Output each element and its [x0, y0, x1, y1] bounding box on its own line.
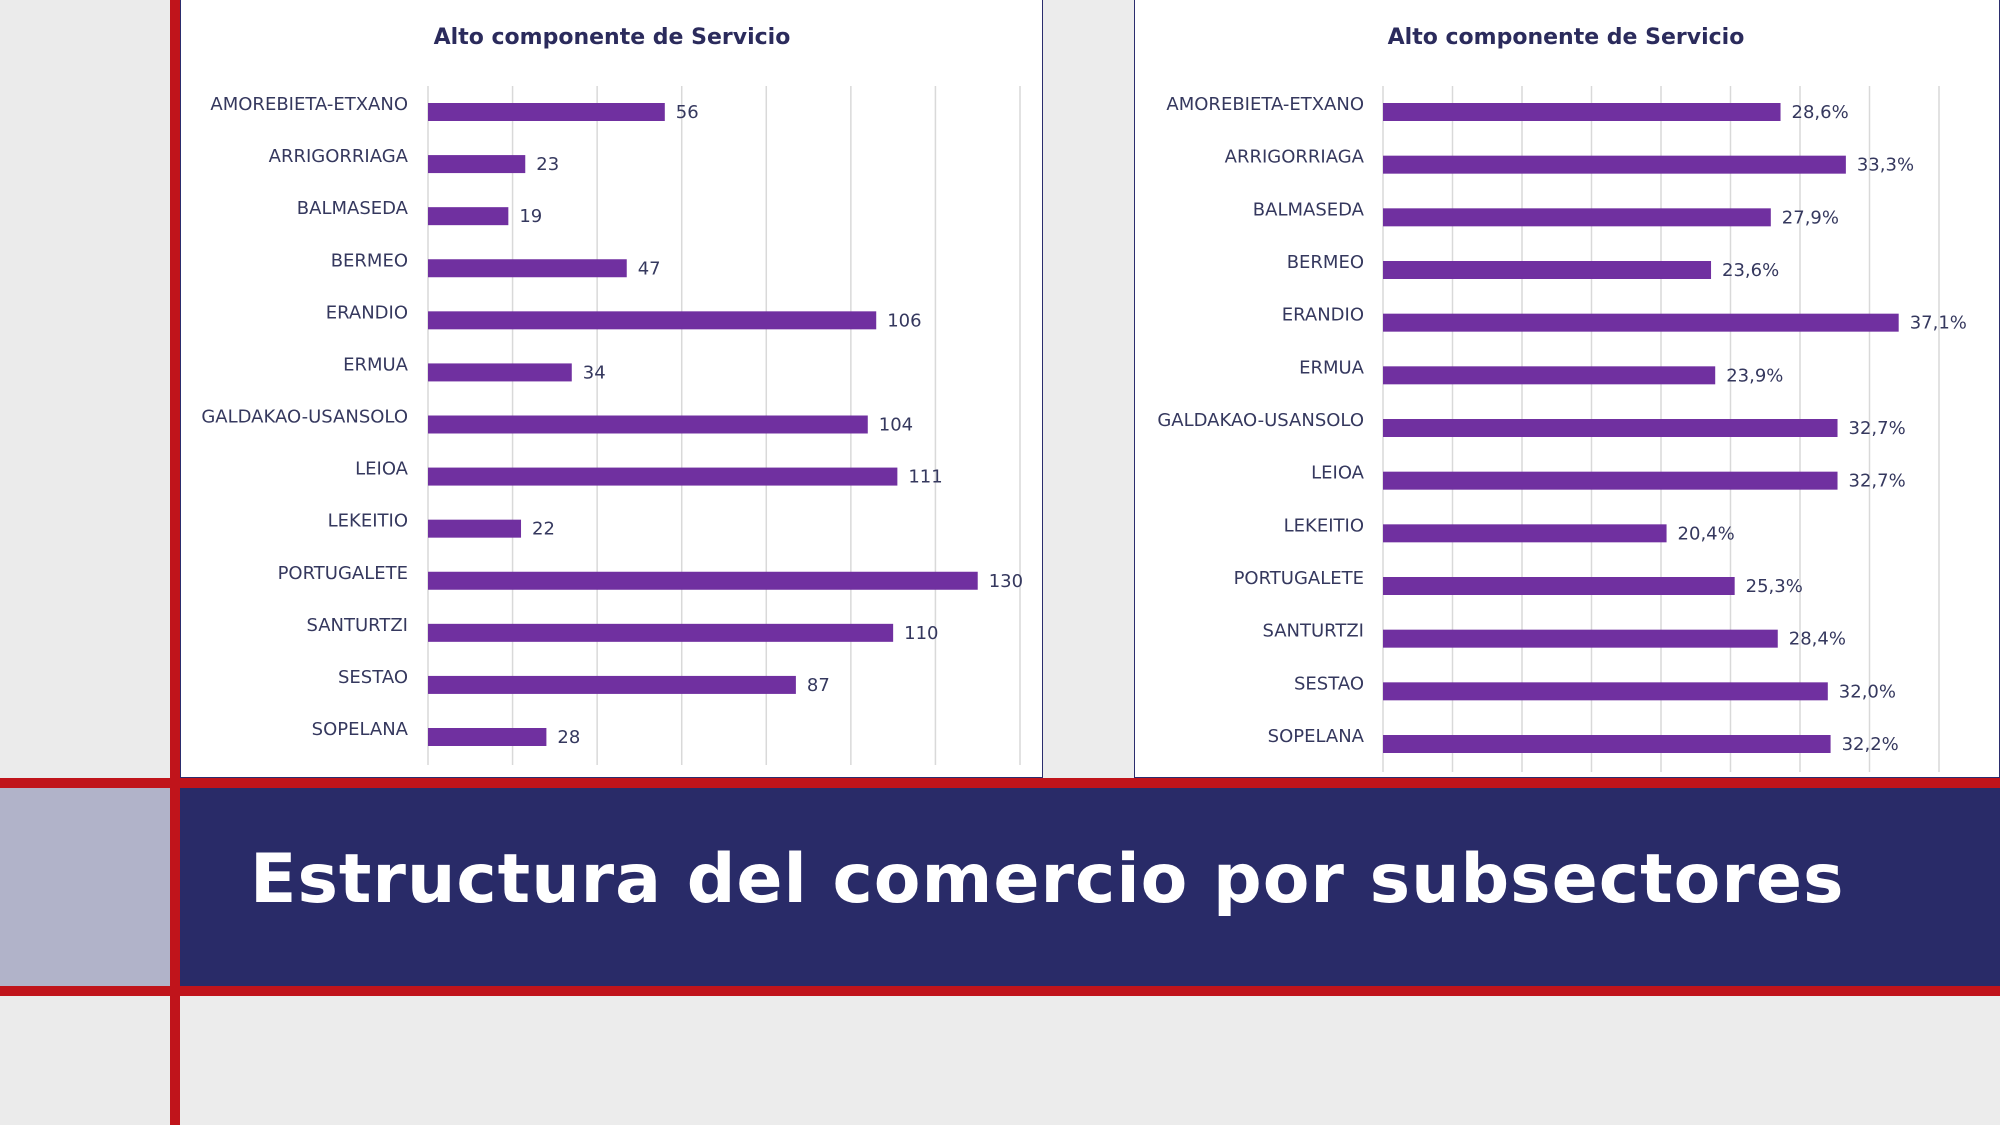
category-label: AMOREBIETA-ETXANO: [210, 94, 408, 115]
data-label: 106: [887, 310, 921, 331]
data-label: 27,9%: [1782, 207, 1839, 228]
red-horizontal-rule-bottom: [0, 986, 2000, 996]
bar: [428, 363, 572, 382]
data-label: 34: [583, 362, 606, 383]
data-label: 28,4%: [1789, 629, 1846, 650]
bar: [1383, 735, 1831, 753]
bar: [428, 259, 627, 278]
data-label: 87: [807, 675, 830, 696]
bar: [428, 155, 526, 174]
data-label: 28: [557, 727, 580, 748]
slide-title: Estructura del comercio por subsectores: [250, 840, 1845, 919]
data-label: 23,6%: [1722, 260, 1779, 281]
category-label: BALMASEDA: [297, 198, 409, 219]
category-label: PORTUGALETE: [278, 563, 408, 584]
bar: [1383, 629, 1778, 648]
bar: [428, 415, 868, 434]
category-label: LEKEITIO: [1284, 515, 1364, 536]
bar: [1383, 419, 1838, 437]
bar-chart-right: Alto componente de Servicio AMOREBIETA-ET…: [1157, 25, 1967, 772]
bar: [1383, 524, 1667, 543]
data-label: 23: [536, 154, 559, 175]
data-label: 22: [532, 519, 555, 540]
category-label: SOPELANA: [1268, 726, 1365, 747]
category-label: BERMEO: [1287, 252, 1364, 273]
chart-panel-left: Alto componente de Servicio AMOREBIETA-ET…: [180, 0, 1043, 778]
data-label: 19: [519, 206, 542, 227]
category-label: SOPELANA: [312, 719, 409, 740]
data-label: 130: [989, 571, 1023, 592]
category-label: AMOREBIETA-ETXANO: [1166, 94, 1364, 115]
data-label: 32,2%: [1842, 734, 1899, 755]
data-label: 28,6%: [1792, 102, 1849, 123]
category-label: SESTAO: [338, 667, 408, 688]
bar: [1383, 682, 1828, 701]
data-label: 110: [904, 623, 938, 644]
category-label: GALDAKAO-USANSOLO: [1157, 410, 1364, 431]
data-label: 32,7%: [1849, 418, 1906, 439]
data-label: 32,7%: [1849, 471, 1906, 492]
data-label: 33,3%: [1857, 155, 1914, 176]
bar: [1383, 471, 1838, 490]
category-label: LEIOA: [355, 459, 409, 480]
bar: [428, 728, 547, 746]
category-label: BALMASEDA: [1253, 199, 1365, 220]
chart-title: Alto componente de Servicio: [1388, 25, 1745, 50]
category-label: PORTUGALETE: [1234, 568, 1364, 589]
category-label: ARRIGORRIAGA: [1225, 147, 1365, 168]
data-label: 56: [676, 102, 699, 123]
bar: [1383, 208, 1771, 227]
data-label: 47: [638, 258, 661, 279]
category-label: ERMUA: [1299, 357, 1365, 378]
data-label: 32,0%: [1839, 681, 1896, 702]
category-label: SANTURTZI: [306, 615, 408, 636]
bar: [1383, 313, 1899, 332]
side-accent-block: [0, 782, 170, 988]
data-label: 104: [879, 415, 913, 436]
chart-title: Alto componente de Servicio: [434, 25, 791, 50]
bar-chart-left: Alto componente de Servicio AMOREBIETA-ET…: [201, 25, 1023, 765]
bar: [428, 675, 796, 694]
data-label: 111: [908, 467, 942, 488]
bar: [428, 467, 898, 486]
category-label: GALDAKAO-USANSOLO: [201, 407, 408, 428]
title-banner: Estructura del comercio por subsectores: [180, 788, 2000, 986]
bar: [428, 623, 894, 642]
bar: [1383, 103, 1781, 121]
data-label: 23,9%: [1726, 365, 1783, 386]
bar: [1383, 155, 1846, 174]
chart-panel-right: Alto componente de Servicio AMOREBIETA-ET…: [1134, 0, 2000, 778]
bar: [1383, 577, 1735, 595]
bar: [428, 103, 665, 121]
category-label: ARRIGORRIAGA: [269, 146, 409, 167]
category-label: SESTAO: [1294, 673, 1364, 694]
bar: [428, 311, 877, 330]
bar: [1383, 261, 1712, 279]
red-horizontal-rule-top: [0, 778, 2000, 788]
category-label: ERMUA: [343, 354, 409, 375]
bar: [428, 207, 509, 226]
bar: [1383, 366, 1716, 385]
category-label: ERANDIO: [1282, 305, 1364, 326]
category-label: SANTURTZI: [1262, 621, 1364, 642]
data-label: 20,4%: [1678, 523, 1735, 544]
red-vertical-rule: [170, 0, 180, 1125]
bar: [428, 519, 522, 538]
category-label: ERANDIO: [326, 302, 408, 323]
category-label: BERMEO: [331, 250, 408, 271]
bar: [428, 571, 978, 590]
data-label: 37,1%: [1910, 313, 1967, 334]
data-label: 25,3%: [1746, 576, 1803, 597]
category-label: LEKEITIO: [328, 511, 408, 532]
category-label: LEIOA: [1311, 463, 1365, 484]
